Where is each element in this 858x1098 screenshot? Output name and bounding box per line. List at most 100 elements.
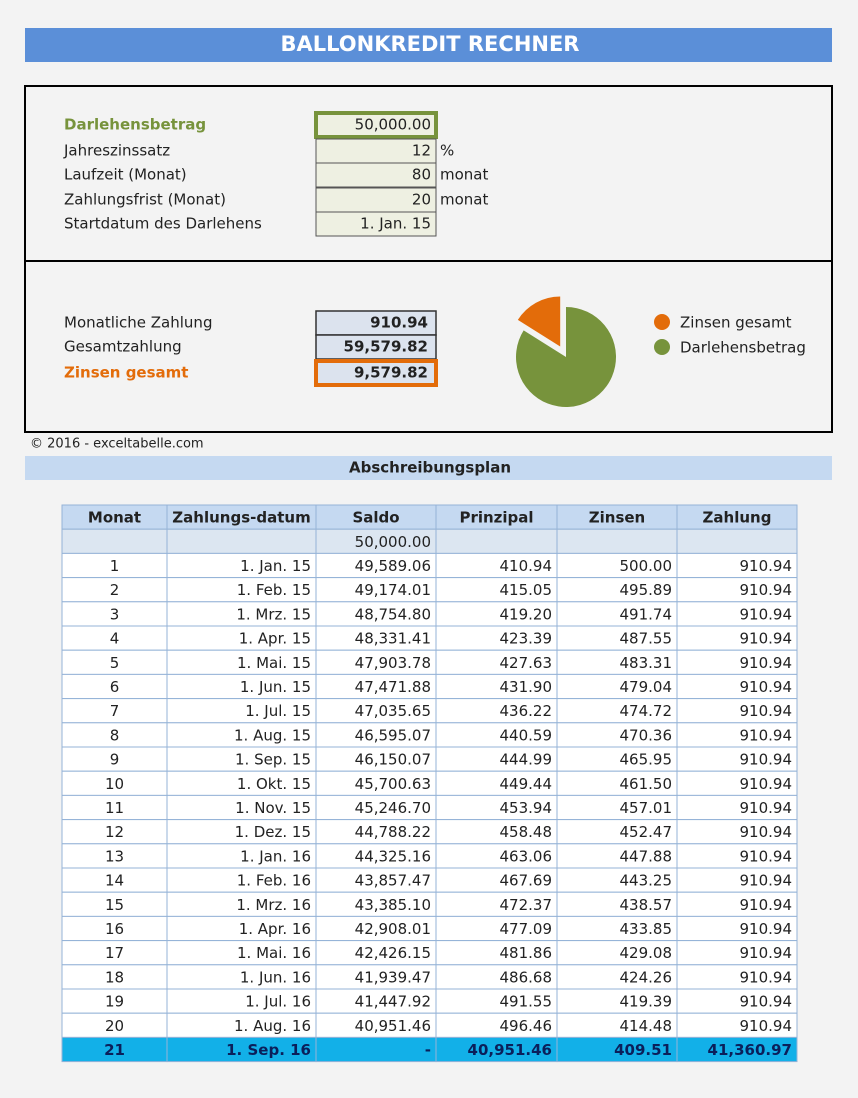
title: BALLONKREDIT RECHNER xyxy=(281,32,580,56)
cell-text: 910.94 xyxy=(740,799,793,817)
cell-text: 4 xyxy=(110,630,120,648)
table-cell xyxy=(435,843,558,869)
table-cell xyxy=(315,1012,437,1038)
legend-label: Zinsen gesamt xyxy=(680,314,792,332)
cell-text: 910.94 xyxy=(740,654,793,672)
cell-text: 1. Jun. 15 xyxy=(240,678,311,696)
cell-text: 453.94 xyxy=(500,799,553,817)
table-cell xyxy=(676,843,798,869)
cell-text: 1. Mrz. 15 xyxy=(236,605,311,623)
cell-text: 46,595.07 xyxy=(355,726,431,744)
table-cell xyxy=(61,940,168,966)
cell-text: 449.44 xyxy=(500,775,553,793)
cell-text: 409.51 xyxy=(614,1041,672,1059)
cell-text: 19 xyxy=(105,993,124,1011)
legend-swatch xyxy=(654,339,670,355)
table-cell xyxy=(315,964,437,990)
cell-text: 41,939.47 xyxy=(355,968,431,986)
cell-text: 433.85 xyxy=(620,920,673,938)
cell-text: 444.99 xyxy=(500,751,553,769)
table-cell xyxy=(166,504,317,530)
cell-text: 1. Jan. 15 xyxy=(240,557,311,575)
table-cell xyxy=(435,867,558,893)
input-value: 80 xyxy=(412,166,431,184)
table-cell xyxy=(61,891,168,917)
result-label: Zinsen gesamt xyxy=(64,364,188,382)
table-cell xyxy=(435,577,558,603)
table-cell xyxy=(676,552,798,579)
cell-text: 48,331.41 xyxy=(355,630,431,648)
cell-text: 427.63 xyxy=(500,654,553,672)
table-cell xyxy=(435,1012,558,1038)
cell-text: 14 xyxy=(105,872,124,890)
table-cell xyxy=(676,915,798,942)
cell-text: 910.94 xyxy=(740,944,793,962)
cell-text: 2 xyxy=(110,581,120,599)
cell-text: 447.88 xyxy=(620,847,673,865)
cell-text: 1. Apr. 15 xyxy=(239,630,311,648)
input-value: 1. Jan. 15 xyxy=(360,215,431,233)
cell-text: 11 xyxy=(105,799,124,817)
result-cell xyxy=(315,334,437,360)
cell-text: 474.72 xyxy=(620,702,673,720)
cell-text: 429.08 xyxy=(620,944,673,962)
cell-text: 463.06 xyxy=(500,847,553,865)
table-cell xyxy=(315,673,437,700)
cell-text: Zahlung xyxy=(703,509,772,527)
table-cell xyxy=(435,601,558,627)
cell-text: 452.47 xyxy=(620,823,673,841)
table-cell xyxy=(676,528,798,554)
table-cell xyxy=(166,1036,317,1063)
table-cell xyxy=(676,819,798,845)
table-cell xyxy=(166,891,317,917)
cell-text: 491.55 xyxy=(500,993,553,1011)
cell-text: 1. Mai. 15 xyxy=(237,654,311,672)
table-cell xyxy=(556,1036,678,1063)
result-label: Monatliche Zahlung xyxy=(64,314,212,332)
table-cell xyxy=(315,577,437,603)
table-cell xyxy=(435,552,558,579)
table-cell xyxy=(556,843,678,869)
cell-text: 910.94 xyxy=(740,678,793,696)
table-cell xyxy=(315,891,437,917)
cell-text: 1. Jun. 16 xyxy=(240,968,311,986)
legend-label: Darlehensbetrag xyxy=(680,339,806,357)
cell-text: 1. Feb. 16 xyxy=(237,872,311,890)
cell-text: 910.94 xyxy=(740,847,793,865)
cell-text: 7 xyxy=(110,702,120,720)
cell-text: 410.94 xyxy=(500,557,553,575)
cell-text: 40,951.46 xyxy=(355,1017,431,1035)
table-cell xyxy=(61,528,168,554)
cell-text: 49,589.06 xyxy=(355,557,431,575)
table-cell xyxy=(676,891,798,917)
cell-text: 8 xyxy=(110,726,120,744)
cell-text: 470.36 xyxy=(620,726,673,744)
cell-text: 1. Mai. 16 xyxy=(237,944,311,962)
table-cell xyxy=(166,673,317,700)
cell-text: Saldo xyxy=(352,509,399,527)
table-cell xyxy=(166,698,317,724)
cell-text: 1. Apr. 16 xyxy=(239,920,311,938)
table-cell xyxy=(435,698,558,724)
table-cell xyxy=(315,794,437,821)
table-cell xyxy=(315,698,437,724)
cell-text: 431.90 xyxy=(500,678,553,696)
input-cell xyxy=(315,138,437,164)
cell-text: 486.68 xyxy=(500,968,553,986)
cell-text: 910.94 xyxy=(740,726,793,744)
table-cell xyxy=(556,891,678,917)
result-cell xyxy=(315,310,437,336)
cell-text: 43,857.47 xyxy=(355,872,431,890)
table-cell xyxy=(556,746,678,772)
cell-text: 45,700.63 xyxy=(355,775,431,793)
table-cell xyxy=(556,770,678,796)
table-cell xyxy=(435,746,558,772)
cell-text: 910.94 xyxy=(740,702,793,720)
cell-text: 50,000.00 xyxy=(355,533,431,551)
cell-text: 483.31 xyxy=(620,654,673,672)
cell-text: 44,788.22 xyxy=(355,823,431,841)
cell-text: 438.57 xyxy=(620,896,673,914)
table-cell xyxy=(435,1036,558,1063)
table-cell xyxy=(676,625,798,651)
